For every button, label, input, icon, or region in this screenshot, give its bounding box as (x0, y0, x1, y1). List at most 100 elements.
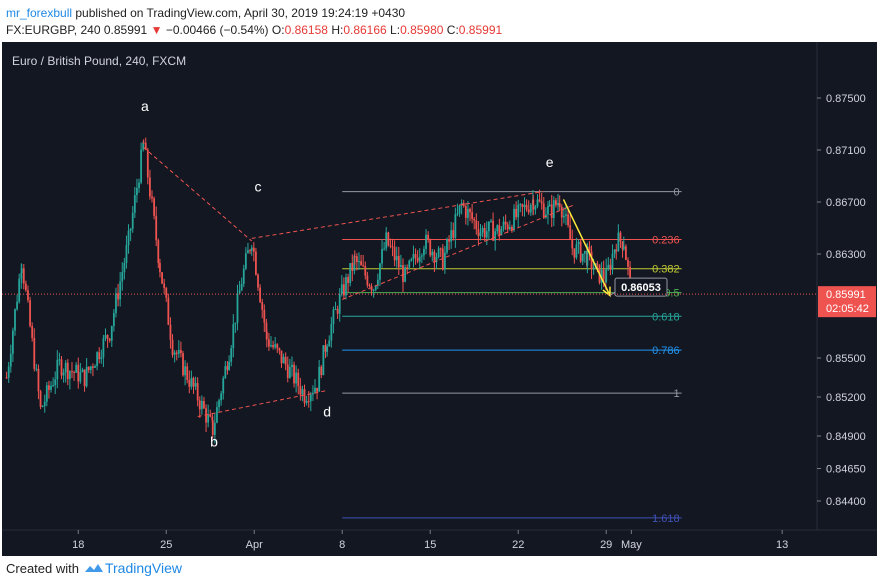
candle-body (395, 255, 398, 261)
candle-body (194, 383, 197, 387)
candle-body (412, 254, 415, 260)
trendline (251, 191, 544, 239)
candle-body (583, 251, 586, 254)
candle-body (205, 408, 207, 423)
candle-body (213, 422, 216, 435)
projection-arrow (562, 199, 611, 296)
candle-body (203, 400, 205, 409)
candle-body (343, 284, 345, 296)
candle-body (29, 300, 31, 326)
candle-body (127, 230, 130, 246)
candle-body (600, 269, 603, 283)
candle-body (332, 309, 335, 325)
candle-body (527, 209, 530, 213)
candle-body (571, 239, 574, 249)
candle-body (552, 200, 555, 218)
candle-body (196, 383, 199, 401)
candle-body (624, 246, 627, 261)
candle-body (58, 359, 61, 361)
candle-body (362, 265, 365, 267)
candle-body (261, 302, 264, 310)
candle-body (18, 278, 21, 302)
candle-body (532, 199, 535, 210)
author-link[interactable]: mr_forexbull (6, 6, 73, 20)
candle-body (182, 353, 184, 376)
chart-area[interactable]: 0.87500 0.87100 0.86700 0.86300 0.85500 0.852… (2, 42, 877, 556)
candle-body (286, 364, 289, 378)
candle-body (22, 268, 25, 284)
price-chart[interactable]: 0.87500 0.87100 0.86700 0.86300 0.85500 0.852… (2, 42, 877, 556)
candle-body (50, 385, 52, 390)
candle-body (334, 309, 337, 311)
candle-body (485, 231, 488, 238)
candle-body (14, 309, 16, 331)
candle-body (136, 187, 138, 196)
candle-body (209, 414, 212, 417)
candle-body (242, 268, 245, 284)
candle-body (389, 245, 392, 247)
candle-body (619, 232, 622, 242)
candle-body (385, 232, 388, 249)
candle-body (617, 232, 620, 252)
candle-body (142, 142, 145, 144)
candle-body (117, 293, 119, 300)
candle-body (312, 392, 314, 395)
candle-body (498, 225, 501, 235)
candle-body (621, 241, 624, 250)
candle-body (330, 324, 333, 341)
x-tick-label: 15 (424, 539, 436, 551)
candle-body (198, 400, 201, 410)
candle-body (500, 229, 503, 235)
candle-body (115, 293, 117, 314)
y-tick-label: 0.86300 (826, 249, 866, 261)
candle-body (263, 309, 266, 323)
candle-body (268, 339, 270, 347)
wave-label: b (210, 433, 218, 449)
last-price-badge (818, 286, 876, 318)
candle-body (615, 249, 618, 252)
chart-title: Euro / British Pound, 240, FXCM (12, 54, 187, 68)
low-label: L: (390, 23, 401, 37)
candle-body (252, 247, 255, 252)
candle-body (31, 325, 34, 338)
candle-body (473, 218, 476, 221)
candle-body (230, 348, 233, 362)
y-tick-label: 0.84400 (826, 496, 866, 508)
candle-body (64, 362, 67, 373)
candle-body (454, 214, 457, 238)
last-price: 0.85991 (103, 23, 148, 37)
candle-body (613, 249, 616, 254)
tradingview-logo[interactable]: TradingView (83, 560, 182, 576)
candle-body (575, 244, 578, 258)
candle-body (247, 250, 249, 254)
candle-body (299, 386, 302, 395)
tradingview-cloud-icon (84, 564, 103, 572)
candle-body (41, 405, 44, 407)
candle-body (458, 205, 461, 214)
candle-body (142, 142, 145, 150)
candle-body (171, 339, 174, 355)
candle-body (207, 414, 210, 423)
candle-body (133, 195, 136, 213)
candle-body (588, 246, 591, 252)
x-tick-label: 22 (512, 539, 524, 551)
candle-body (596, 263, 599, 265)
candle-body (66, 362, 69, 380)
candle-body (232, 324, 235, 349)
symbol-label: FX:EURGBP, 240 (6, 23, 101, 37)
candle-body (259, 287, 262, 303)
candle-body (316, 387, 318, 392)
candle-body (54, 379, 57, 386)
candle-body (265, 322, 268, 333)
candle-body (226, 366, 229, 370)
candle-body (79, 372, 82, 382)
candle-body (399, 265, 402, 268)
candle-body (622, 246, 625, 250)
y-tick-label: 0.86700 (826, 197, 866, 209)
candle-body (169, 324, 172, 340)
candle-body (464, 206, 467, 218)
last-price-label: 0.85991 (826, 289, 866, 301)
candle-body (374, 285, 377, 290)
candle-body (81, 369, 84, 373)
candle-body (100, 357, 103, 360)
